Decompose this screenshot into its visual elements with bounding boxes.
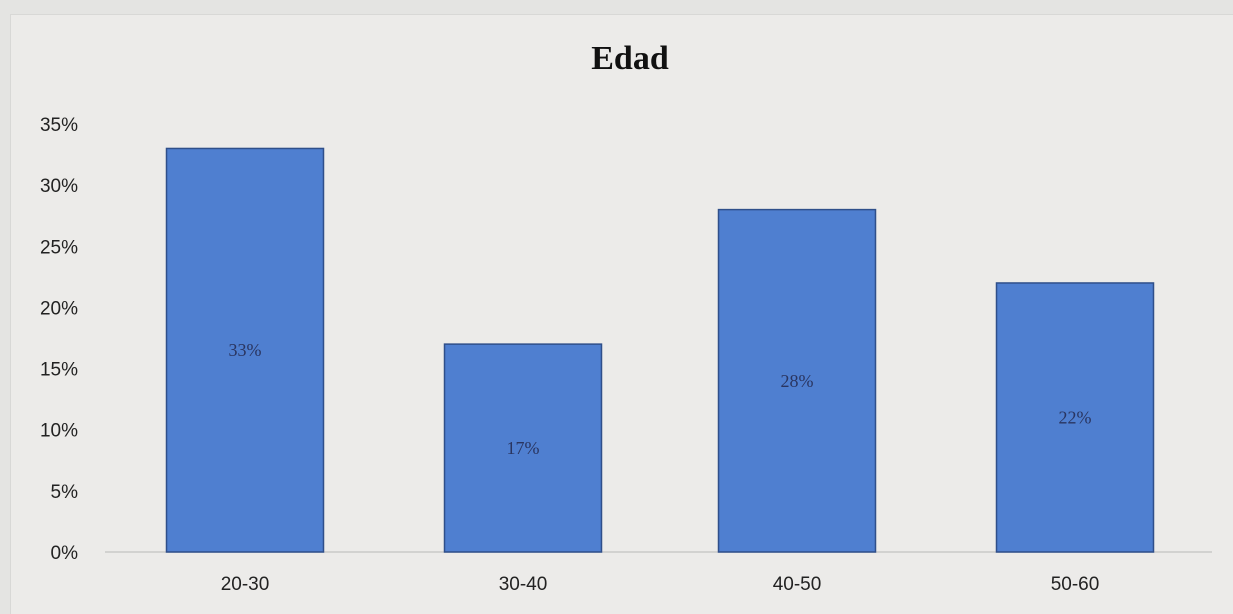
y-tick-label: 0% (51, 543, 79, 564)
bar-data-label: 22% (1059, 407, 1092, 427)
x-tick-label: 50-60 (1051, 574, 1100, 595)
y-tick-label: 20% (40, 298, 78, 319)
bar (443, 343, 603, 553)
x-tick-label: 40-50 (773, 574, 822, 595)
bar-data-label: 28% (781, 371, 814, 391)
y-axis: 0% 5% 10% 15% 20% 25% 30% 35% (40, 115, 78, 564)
x-tick-label: 30-40 (499, 574, 548, 595)
bars (165, 147, 1155, 553)
y-tick-label: 5% (51, 482, 79, 503)
chart-title: Edad (591, 40, 669, 77)
y-tick-label: 30% (40, 176, 78, 197)
bar (717, 208, 877, 553)
y-tick-label: 15% (40, 360, 78, 381)
y-tick-label: 25% (40, 237, 78, 258)
bar-data-label: 33% (229, 340, 262, 360)
bar-data-label: 17% (507, 438, 540, 458)
y-tick-label: 10% (40, 421, 78, 442)
bar (995, 282, 1155, 553)
bar (165, 147, 325, 553)
x-tick-label: 20-30 (221, 574, 270, 595)
y-tick-label: 35% (40, 115, 78, 136)
x-axis: 20-30 30-40 40-50 50-60 (221, 574, 1100, 595)
data-labels: 33% 17% 28% 22% (229, 340, 1092, 458)
